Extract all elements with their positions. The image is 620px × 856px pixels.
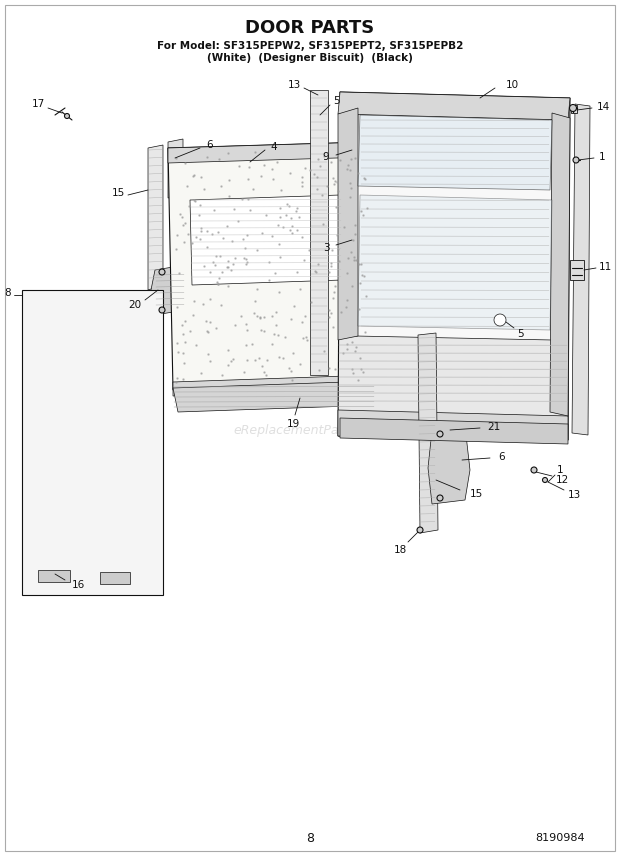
Polygon shape xyxy=(570,260,584,280)
Text: 13: 13 xyxy=(288,80,301,90)
Text: 3: 3 xyxy=(322,243,329,253)
Polygon shape xyxy=(310,90,328,375)
Circle shape xyxy=(494,314,506,326)
Polygon shape xyxy=(150,265,190,315)
Text: 20: 20 xyxy=(128,300,141,310)
Circle shape xyxy=(417,527,423,533)
Circle shape xyxy=(64,114,69,118)
Polygon shape xyxy=(148,145,163,290)
Circle shape xyxy=(159,269,165,275)
Polygon shape xyxy=(358,195,552,330)
Polygon shape xyxy=(173,375,375,396)
Polygon shape xyxy=(358,115,552,190)
Polygon shape xyxy=(22,290,163,595)
Text: 9: 9 xyxy=(322,152,329,162)
Circle shape xyxy=(542,478,547,483)
Text: 5: 5 xyxy=(334,96,340,106)
Text: 18: 18 xyxy=(393,545,407,555)
Polygon shape xyxy=(428,426,470,504)
Text: 8: 8 xyxy=(306,831,314,845)
Text: 15: 15 xyxy=(469,489,482,499)
Polygon shape xyxy=(38,570,70,582)
Polygon shape xyxy=(338,410,568,440)
Text: 12: 12 xyxy=(556,475,569,485)
Circle shape xyxy=(573,157,579,163)
Text: 13: 13 xyxy=(567,490,580,500)
Text: For Model: SF315PEPW2, SF315PEPT2, SF315PEPB2: For Model: SF315PEPW2, SF315PEPT2, SF315… xyxy=(157,41,463,51)
Polygon shape xyxy=(173,381,380,412)
Polygon shape xyxy=(190,195,342,285)
Polygon shape xyxy=(338,108,358,340)
Polygon shape xyxy=(338,92,570,440)
Text: 17: 17 xyxy=(32,99,45,109)
Circle shape xyxy=(437,431,443,437)
Text: DOOR PARTS: DOOR PARTS xyxy=(246,19,374,37)
Text: 14: 14 xyxy=(596,102,609,112)
Text: (White)  (Designer Biscuit)  (Black): (White) (Designer Biscuit) (Black) xyxy=(207,53,413,63)
Text: 21: 21 xyxy=(487,422,500,432)
Text: 15: 15 xyxy=(112,188,125,198)
Polygon shape xyxy=(338,92,570,120)
Text: 11: 11 xyxy=(598,262,611,272)
Polygon shape xyxy=(356,108,554,340)
Text: 4: 4 xyxy=(271,142,277,152)
Text: 19: 19 xyxy=(286,419,299,429)
Circle shape xyxy=(437,495,443,501)
Polygon shape xyxy=(168,139,183,198)
Circle shape xyxy=(531,467,537,473)
Polygon shape xyxy=(572,104,590,435)
Circle shape xyxy=(570,104,577,111)
Text: 1: 1 xyxy=(599,152,605,162)
Text: 8: 8 xyxy=(5,288,11,298)
Text: 6: 6 xyxy=(498,452,505,462)
Polygon shape xyxy=(340,418,568,444)
Polygon shape xyxy=(168,142,370,163)
Polygon shape xyxy=(168,142,375,390)
Polygon shape xyxy=(571,105,577,113)
Circle shape xyxy=(159,307,165,313)
Text: 5: 5 xyxy=(516,329,523,339)
Text: 8190984: 8190984 xyxy=(535,833,585,843)
Text: 1: 1 xyxy=(557,465,564,475)
Text: eReplacementParts.com: eReplacementParts.com xyxy=(234,424,386,437)
Text: 6: 6 xyxy=(206,140,213,150)
Polygon shape xyxy=(100,572,130,584)
Text: 16: 16 xyxy=(71,580,84,590)
Polygon shape xyxy=(418,333,438,533)
Text: 10: 10 xyxy=(505,80,518,90)
Polygon shape xyxy=(550,113,570,416)
